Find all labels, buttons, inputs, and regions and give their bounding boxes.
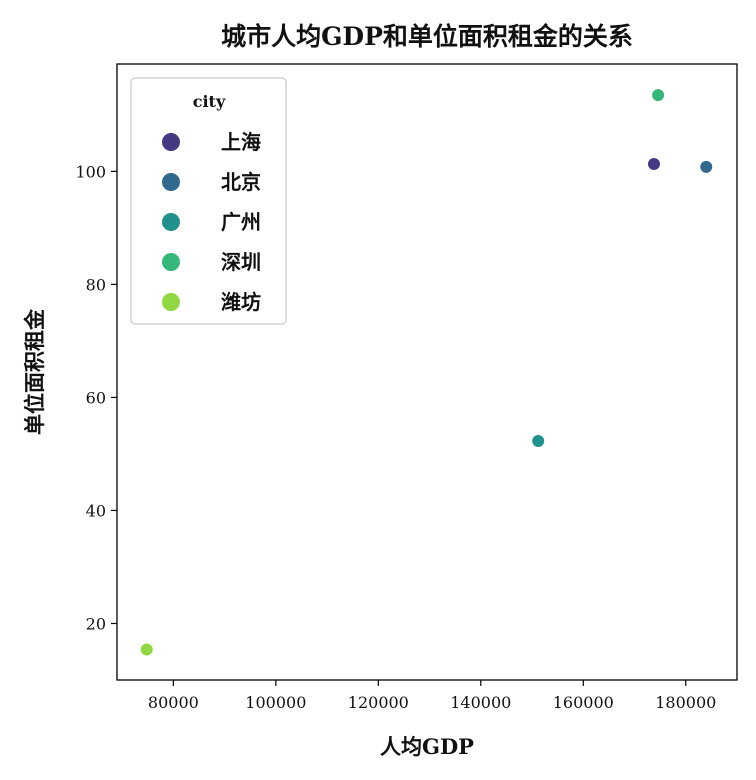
data-points <box>139 88 714 657</box>
legend-label: 深圳 <box>221 250 261 274</box>
legend-title: city <box>193 92 226 111</box>
y-axis-label: 单位面积租金 <box>22 308 47 435</box>
data-point <box>646 157 661 172</box>
legend-marker <box>162 293 180 311</box>
x-tick-label: 120000 <box>348 693 409 712</box>
y-tick-label: 100 <box>75 162 106 181</box>
y-tick-label: 60 <box>86 388 106 407</box>
y-axis: 20 40 60 80 100 <box>75 162 117 633</box>
x-axis: 80000 100000 120000 140000 160000 180000 <box>148 680 716 712</box>
y-tick-label: 20 <box>86 614 106 633</box>
data-point <box>531 433 546 448</box>
legend-marker <box>162 253 180 271</box>
plot-area <box>116 63 738 681</box>
legend-box <box>130 77 287 325</box>
legend-marker <box>162 213 180 231</box>
legend-label: 上海 <box>221 130 261 154</box>
data-point <box>651 88 666 103</box>
x-axis-label: 人均GDP <box>380 734 474 759</box>
legend-label: 北京 <box>221 170 261 194</box>
legend-label: 潍坊 <box>221 290 261 314</box>
x-tick-label: 180000 <box>655 693 716 712</box>
data-point <box>139 642 154 657</box>
legend-label: 广州 <box>221 210 261 234</box>
y-tick-label: 80 <box>86 275 106 294</box>
chart-title: 城市人均GDP和单位面积租金的关系 <box>221 22 633 51</box>
data-point <box>699 159 714 174</box>
x-tick-label: 140000 <box>450 693 511 712</box>
y-tick-label: 40 <box>86 501 106 520</box>
x-tick-label: 100000 <box>245 693 306 712</box>
legend-marker <box>162 133 180 151</box>
x-tick-label: 80000 <box>148 693 199 712</box>
legend-marker <box>162 173 180 191</box>
x-tick-label: 160000 <box>553 693 614 712</box>
